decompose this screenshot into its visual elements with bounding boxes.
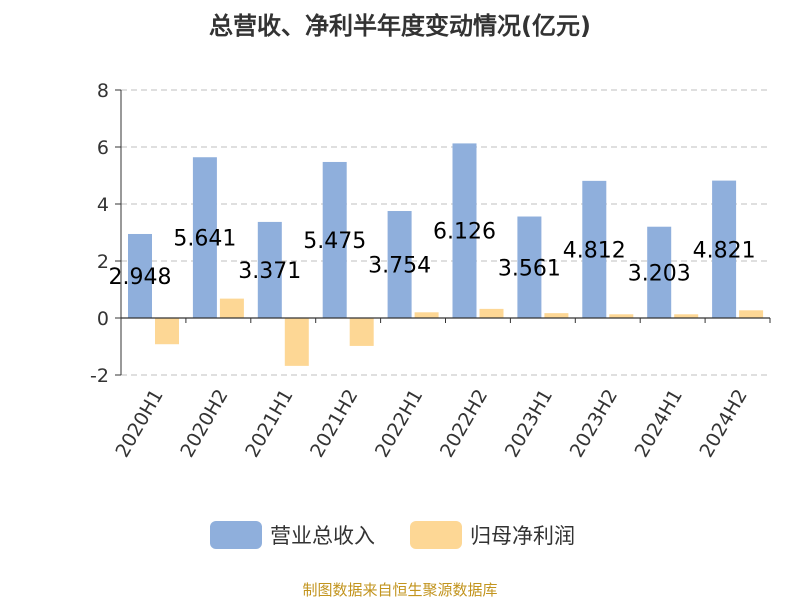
bar-net-profit[interactable]	[349, 318, 374, 346]
data-label-revenue: 3.561	[498, 256, 561, 281]
bar-revenue[interactable]	[387, 211, 412, 318]
bar-revenue[interactable]	[192, 157, 217, 318]
x-tick-label: 2021H2	[306, 386, 362, 462]
y-tick-label: 8	[97, 80, 109, 102]
y-tick-label: 0	[97, 308, 109, 330]
x-tick-label: 2023H1	[501, 386, 557, 462]
data-label-revenue: 3.203	[628, 261, 691, 286]
data-label-revenue: 5.641	[173, 227, 236, 252]
data-label-revenue: 3.754	[368, 254, 431, 279]
data-label-revenue: 4.821	[693, 238, 756, 263]
bar-revenue[interactable]	[128, 233, 152, 318]
legend[interactable]: 营业总收入 归母净利润	[210, 521, 575, 549]
bar-net-profit[interactable]	[479, 308, 504, 318]
x-tick-label: 2021H1	[241, 386, 297, 462]
bar-revenue[interactable]	[517, 216, 542, 318]
data-labels: 2.9485.6413.3715.4753.7546.1263.5614.812…	[109, 220, 756, 290]
chart-title: 总营收、净利半年度变动情况(亿元)	[209, 12, 591, 40]
source-note: 制图数据来自恒生聚源数据库	[302, 581, 497, 599]
x-tick-label: 2020H2	[176, 386, 232, 462]
x-tick-label: 2024H1	[631, 386, 687, 462]
y-tick-label: 2	[97, 251, 109, 273]
bars	[128, 143, 764, 366]
bar-net-profit[interactable]	[284, 318, 309, 366]
x-tick-label: 2023H2	[566, 386, 622, 462]
x-tick-label: 2022H1	[371, 386, 427, 462]
y-tick-label: 6	[97, 137, 109, 159]
y-tick-label: 4	[97, 194, 109, 216]
legend-label: 营业总收入	[270, 524, 375, 548]
data-label-revenue: 5.475	[303, 229, 366, 254]
bar-net-profit[interactable]	[609, 314, 634, 318]
bar-net-profit[interactable]	[155, 318, 179, 345]
x-tick-label: 2020H1	[111, 386, 167, 462]
bar-revenue[interactable]	[712, 180, 737, 318]
data-label-revenue: 2.948	[109, 265, 172, 290]
legend-item[interactable]: 营业总收入	[210, 521, 375, 549]
x-tick-label: 2022H2	[436, 386, 492, 462]
bar-net-profit[interactable]	[219, 298, 244, 318]
legend-label: 归母净利润	[470, 524, 575, 548]
bar-net-profit[interactable]	[414, 312, 439, 318]
bar-net-profit[interactable]	[544, 313, 569, 318]
legend-item[interactable]: 归母净利润	[410, 521, 575, 549]
bar-revenue[interactable]	[452, 143, 477, 318]
bar-net-profit[interactable]	[739, 310, 764, 318]
data-label-revenue: 4.812	[563, 238, 626, 263]
data-label-revenue: 6.126	[433, 220, 496, 245]
bar-revenue[interactable]	[322, 161, 347, 318]
data-label-revenue: 3.371	[238, 259, 301, 284]
y-tick-label: -2	[90, 365, 109, 387]
bar-revenue[interactable]	[582, 180, 607, 318]
bar-revenue[interactable]	[257, 221, 282, 318]
legend-swatch	[210, 521, 262, 549]
bar-net-profit[interactable]	[674, 314, 699, 318]
legend-swatch	[410, 521, 462, 549]
bar-revenue[interactable]	[647, 226, 672, 318]
x-tick-label: 2024H2	[695, 386, 751, 462]
